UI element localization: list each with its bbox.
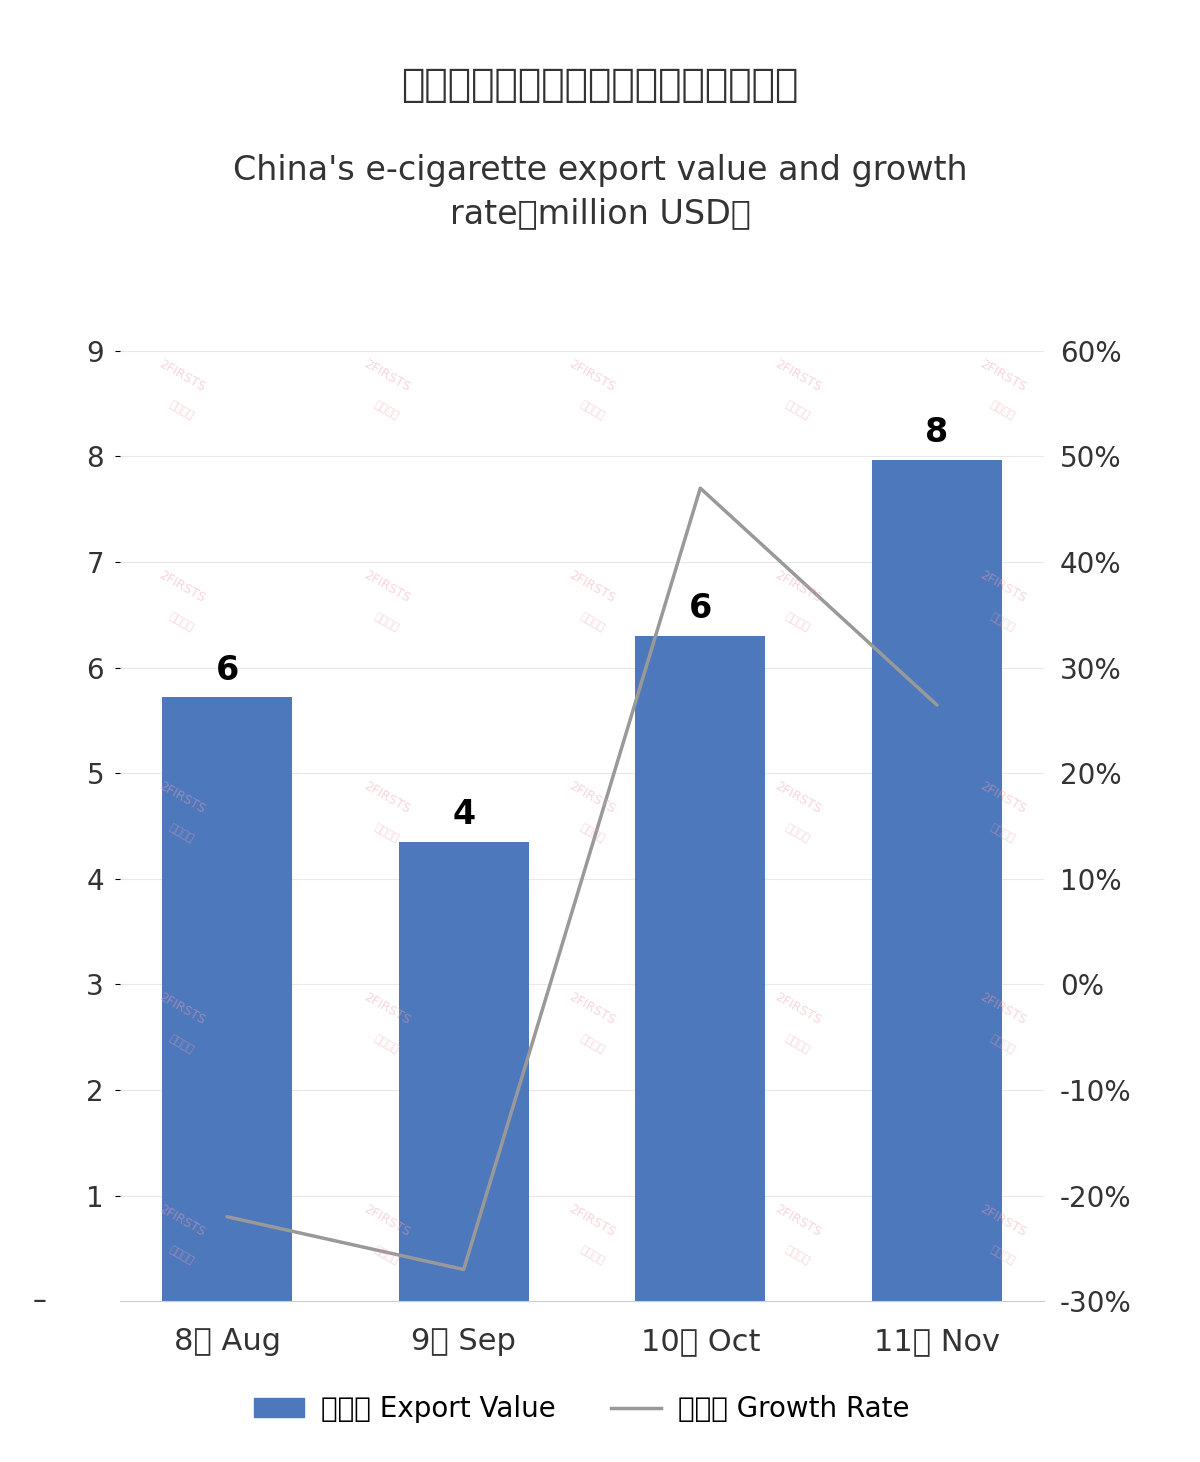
Text: 两个至上: 两个至上: [578, 1034, 606, 1056]
Text: 两个至上: 两个至上: [989, 399, 1016, 421]
Text: –: –: [32, 1287, 46, 1316]
Text: 两个至上: 两个至上: [578, 611, 606, 633]
Text: 两个至上: 两个至上: [373, 399, 401, 421]
Bar: [872, 459, 1002, 1301]
Text: 2FIRSTS: 2FIRSTS: [566, 357, 618, 393]
Legend: 出口额 Export Value, 增长率 Growth Rate: 出口额 Export Value, 增长率 Growth Rate: [244, 1385, 920, 1434]
Text: 4: 4: [452, 798, 475, 832]
Text: 两个至上: 两个至上: [784, 1034, 811, 1056]
Text: 两个至上: 两个至上: [373, 1034, 401, 1056]
Text: 两个至上: 两个至上: [989, 1034, 1016, 1056]
Text: 两个至上: 两个至上: [168, 611, 196, 633]
Text: 2FIRSTS: 2FIRSTS: [773, 1202, 823, 1238]
Text: 两个至上: 两个至上: [578, 399, 606, 421]
Text: 2FIRSTS: 2FIRSTS: [156, 779, 206, 816]
Text: 2FIRSTS: 2FIRSTS: [773, 569, 823, 605]
Text: 两个至上: 两个至上: [373, 822, 401, 844]
Text: 两个至上: 两个至上: [168, 1034, 196, 1056]
Text: 两个至上: 两个至上: [168, 1244, 196, 1266]
Text: 2FIRSTS: 2FIRSTS: [361, 779, 413, 816]
Text: 2FIRSTS: 2FIRSTS: [773, 779, 823, 816]
Text: 两个至上: 两个至上: [578, 822, 606, 844]
Text: 2FIRSTS: 2FIRSTS: [978, 779, 1028, 816]
Text: 2FIRSTS: 2FIRSTS: [156, 1202, 206, 1238]
Bar: [398, 842, 529, 1301]
Text: 2FIRSTS: 2FIRSTS: [978, 991, 1028, 1028]
Text: 6: 6: [216, 654, 239, 687]
Text: 2FIRSTS: 2FIRSTS: [361, 357, 413, 393]
Bar: [162, 697, 292, 1301]
Text: 6: 6: [689, 592, 712, 626]
Text: 两个至上: 两个至上: [784, 399, 811, 421]
Text: 2FIRSTS: 2FIRSTS: [978, 357, 1028, 393]
Text: 两个至上: 两个至上: [784, 822, 811, 844]
Text: 两个至上: 两个至上: [168, 399, 196, 421]
Text: 2FIRSTS: 2FIRSTS: [978, 569, 1028, 605]
Text: 2FIRSTS: 2FIRSTS: [361, 569, 413, 605]
Text: 两个至上: 两个至上: [373, 611, 401, 633]
Bar: [635, 636, 766, 1301]
Text: 2FIRSTS: 2FIRSTS: [156, 991, 206, 1028]
Text: China's e-cigarette export value and growth
rate（million USD）: China's e-cigarette export value and gro…: [233, 154, 967, 230]
Text: 2FIRSTS: 2FIRSTS: [361, 991, 413, 1028]
Text: 2FIRSTS: 2FIRSTS: [566, 1202, 618, 1238]
Text: 2FIRSTS: 2FIRSTS: [156, 357, 206, 393]
Text: 两个至上: 两个至上: [784, 1244, 811, 1266]
Text: 8: 8: [925, 417, 948, 449]
Text: 中国电子烟出口额及增速（百万美元）: 中国电子烟出口额及增速（百万美元）: [401, 66, 799, 104]
Text: 两个至上: 两个至上: [989, 611, 1016, 633]
Text: 2FIRSTS: 2FIRSTS: [773, 357, 823, 393]
Text: 2FIRSTS: 2FIRSTS: [566, 779, 618, 816]
Text: 2FIRSTS: 2FIRSTS: [773, 991, 823, 1028]
Text: 两个至上: 两个至上: [784, 611, 811, 633]
Text: 2FIRSTS: 2FIRSTS: [566, 569, 618, 605]
Text: 两个至上: 两个至上: [578, 1244, 606, 1266]
Text: 两个至上: 两个至上: [373, 1244, 401, 1266]
Text: 2FIRSTS: 2FIRSTS: [978, 1202, 1028, 1238]
Text: 2FIRSTS: 2FIRSTS: [156, 569, 206, 605]
Text: 2FIRSTS: 2FIRSTS: [361, 1202, 413, 1238]
Text: 两个至上: 两个至上: [989, 1244, 1016, 1266]
Text: 2FIRSTS: 2FIRSTS: [566, 991, 618, 1028]
Text: 两个至上: 两个至上: [989, 822, 1016, 844]
Text: 两个至上: 两个至上: [168, 822, 196, 844]
